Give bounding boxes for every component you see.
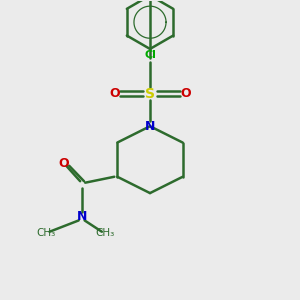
Text: N: N (76, 210, 87, 224)
Text: Cl: Cl (144, 50, 156, 60)
Text: O: O (109, 87, 120, 100)
Text: N: N (145, 120, 155, 133)
Text: S: S (145, 86, 155, 100)
Text: CH₃: CH₃ (36, 228, 56, 238)
Text: CH₃: CH₃ (96, 228, 115, 238)
Text: O: O (180, 87, 191, 100)
Text: O: O (58, 157, 69, 170)
